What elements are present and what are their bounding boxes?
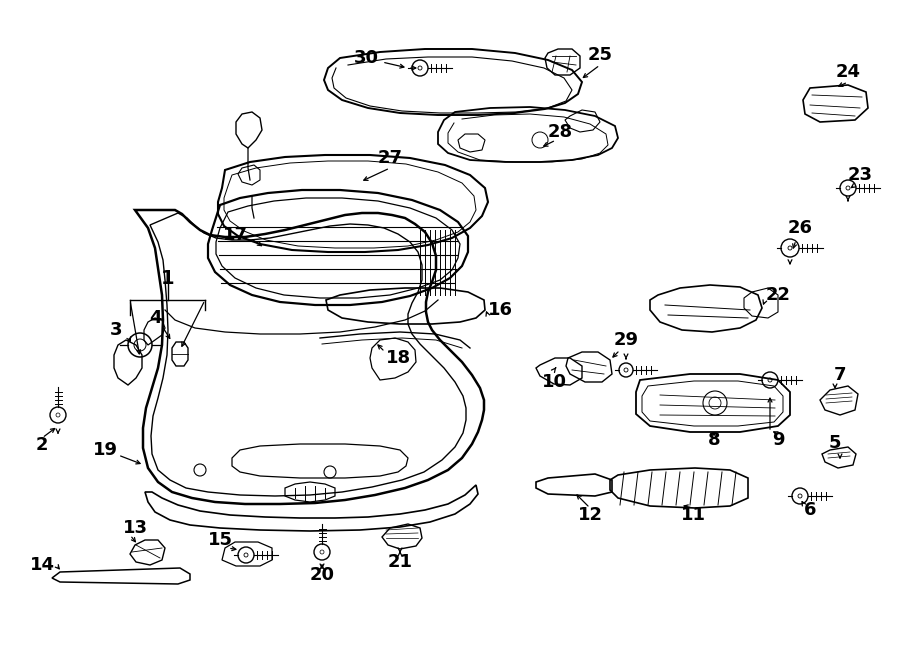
Text: 4: 4 [148,309,161,327]
Text: 6: 6 [804,501,816,519]
Text: 21: 21 [388,553,412,571]
Text: 3: 3 [110,321,122,339]
Text: 12: 12 [578,506,602,524]
Text: 10: 10 [542,373,566,391]
Text: 7: 7 [833,366,846,384]
Text: 13: 13 [122,519,148,537]
Text: 14: 14 [30,556,55,574]
Text: 15: 15 [208,531,232,549]
Text: 23: 23 [848,166,872,184]
Text: 27: 27 [377,149,402,167]
Text: 26: 26 [788,219,813,237]
Text: 9: 9 [772,431,784,449]
Text: 5: 5 [829,434,842,452]
Text: 24: 24 [835,63,860,81]
Text: 18: 18 [385,349,410,367]
Text: 16: 16 [488,301,512,319]
Text: 17: 17 [222,226,248,244]
Text: 29: 29 [614,331,638,349]
Text: 19: 19 [93,441,118,459]
Text: 20: 20 [310,566,335,584]
Text: 8: 8 [707,431,720,449]
Text: 30: 30 [354,49,379,67]
Text: 11: 11 [680,506,706,524]
Text: 22: 22 [766,286,790,304]
Text: 25: 25 [588,46,613,64]
Text: 28: 28 [547,123,572,141]
Text: 1: 1 [161,269,175,287]
Text: 2: 2 [36,436,49,454]
